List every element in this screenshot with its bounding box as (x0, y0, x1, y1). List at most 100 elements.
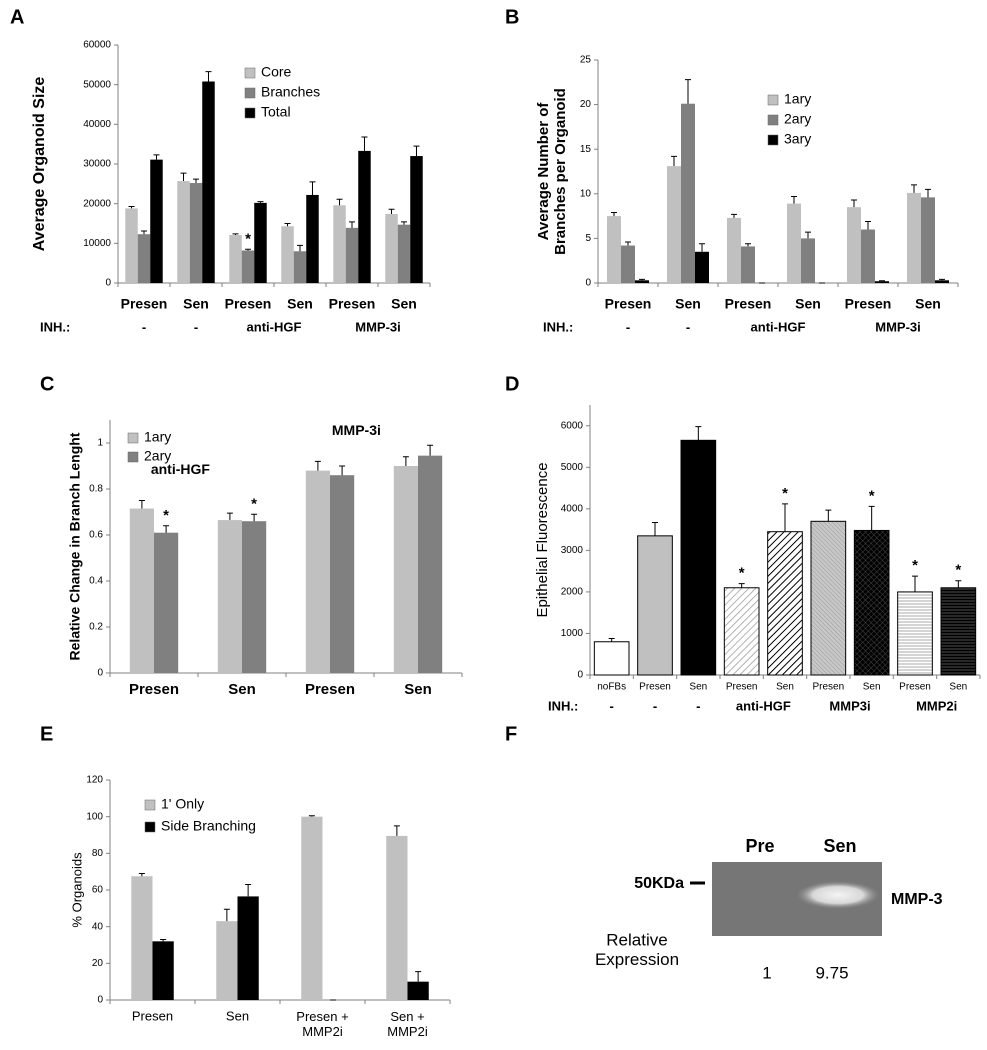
error-bar (257, 201, 264, 203)
bar (202, 81, 215, 283)
error-bar (427, 444, 434, 456)
y-tick-label: 30000 (83, 159, 111, 170)
bar (293, 251, 307, 283)
error-bar (308, 815, 315, 817)
bar (152, 941, 174, 1000)
x-tick-label: Sen (226, 1008, 249, 1023)
error-bar (695, 426, 702, 441)
inhibitor: anti-HGF (736, 698, 791, 713)
significance: * (869, 487, 875, 504)
error-bar (138, 500, 145, 509)
inhibitor-label: INH.: (543, 319, 573, 334)
panel-letter: D (505, 373, 519, 395)
error-bar (160, 939, 167, 942)
y-tick-label: 15 (580, 144, 592, 155)
bar (607, 216, 621, 283)
text-line: Expression (595, 951, 679, 970)
bar (385, 213, 398, 283)
bar (150, 159, 163, 283)
y-tick-label: 3000 (561, 545, 584, 556)
error-bar (153, 154, 160, 160)
error-bar (805, 231, 811, 239)
inhibitor: MMP-3i (875, 319, 921, 334)
inhibitor: anti-HGF (751, 319, 806, 334)
panel-letter: C (40, 373, 54, 395)
x-tick-label: noFBs (597, 682, 626, 693)
bar (137, 234, 151, 283)
x-tick-label: Sen (863, 682, 881, 693)
x-tick-label: Presen (845, 296, 892, 312)
bar (254, 202, 267, 283)
error-bar (939, 278, 945, 281)
bar (393, 466, 418, 673)
x-tick-label: Sen (391, 296, 417, 312)
inhibitor: - (626, 319, 630, 334)
error-bar (782, 503, 788, 532)
y-axis-label: % Organoids (69, 852, 84, 928)
y-tick-label: 10 (580, 188, 592, 199)
bar (189, 183, 203, 283)
text-line: MMP2i (387, 1024, 428, 1039)
panel-f: F Pre Sen 50KDa MMP-3 Relative Expression… (505, 723, 943, 982)
y-tick-label: 0.2 (89, 622, 103, 633)
y-tick-label: 120 (86, 775, 103, 786)
panel-letter: F (505, 723, 517, 745)
group-label: anti-HGF (151, 461, 211, 477)
bar (418, 455, 443, 673)
text-line: Branches per Organoid (552, 88, 569, 255)
error-bar (652, 522, 658, 536)
x-tick-label: Sen (287, 296, 313, 312)
y-axis-label: Relative Change in Branch Lenght (67, 432, 83, 660)
y-tick-label: 5000 (561, 462, 584, 473)
x-tick-label: Presen (605, 296, 652, 312)
y-tick-label: 40000 (83, 119, 111, 130)
x-tick-label: Presen (726, 682, 758, 693)
error-bar (611, 212, 617, 217)
lane-label: Pre (745, 836, 774, 856)
error-bar (232, 233, 239, 236)
bar (333, 205, 346, 283)
bar (177, 181, 190, 283)
error-bar (639, 278, 645, 281)
inhibitor: MMP-3i (355, 319, 401, 334)
bar (695, 251, 709, 283)
error-bar (226, 512, 233, 521)
bar (358, 150, 371, 283)
panel-letter: A (10, 6, 24, 28)
bar (940, 587, 977, 676)
significance: * (739, 565, 745, 582)
error-bar (791, 195, 797, 204)
bar (345, 227, 359, 283)
legend-label: Core (261, 64, 292, 80)
x-tick-label: Presen (725, 296, 772, 312)
inhibitor: - (686, 319, 690, 334)
x-tick-label: Presen + MMP2i (296, 1009, 348, 1039)
bar (410, 156, 423, 283)
bar (386, 835, 408, 1000)
lane-label: Sen (823, 836, 856, 856)
y-tick-label: 0.6 (89, 530, 103, 541)
band-label: MMP-3 (891, 891, 943, 908)
error-bar (401, 221, 407, 225)
error-bar (608, 637, 615, 642)
legend-label: Branches (261, 84, 320, 100)
bar (810, 520, 847, 676)
panel-letter: B (505, 6, 519, 28)
y-tick-label: 20000 (83, 198, 111, 209)
y-tick-label: 0.8 (89, 484, 103, 495)
bar (897, 591, 933, 676)
error-bar (163, 525, 170, 533)
text-line: Sen + (390, 1009, 424, 1024)
bar (397, 224, 411, 283)
error-bar (955, 580, 962, 588)
error-bar (393, 825, 400, 836)
legend-swatch (767, 114, 779, 126)
x-tick-label: Sen (183, 296, 209, 312)
bar (330, 475, 355, 673)
x-tick-label: Presen (639, 682, 671, 693)
error-bar (912, 575, 918, 592)
bar (907, 192, 921, 283)
x-tick-label: Sen (949, 682, 967, 693)
bar (216, 921, 238, 1000)
